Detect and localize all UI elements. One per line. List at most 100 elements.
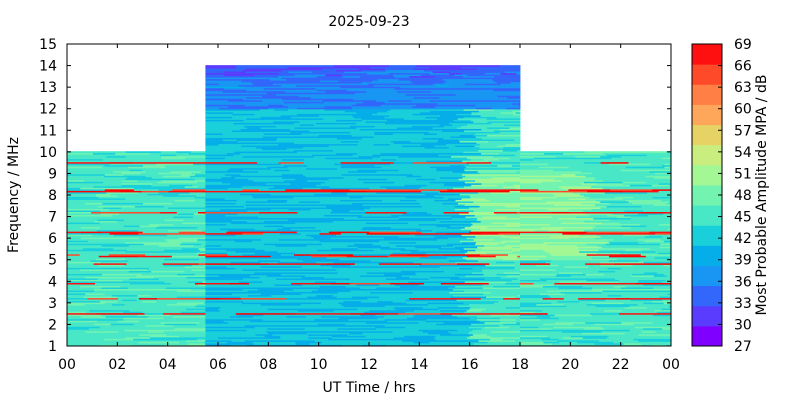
heatmap-cell	[640, 223, 660, 226]
heatmap-cell	[469, 195, 504, 197]
heatmap-cell	[390, 226, 433, 229]
heatmap-cell	[503, 146, 521, 149]
heatmap-cell	[630, 226, 651, 229]
heatmap-cell	[435, 344, 457, 347]
heatmap-cell	[436, 238, 475, 241]
heatmap-cell	[667, 222, 672, 225]
heatmap-cell	[412, 113, 426, 116]
heatmap-cell	[405, 264, 420, 267]
heatmap-cell	[592, 226, 632, 229]
heatmap-cell	[164, 268, 193, 271]
colorbar-segment	[692, 104, 722, 126]
heatmap-cell	[343, 217, 368, 220]
heatmap-cell	[387, 250, 412, 253]
heatmap-cell	[500, 276, 521, 279]
heatmap-cell	[99, 167, 127, 170]
heatmap-cell	[595, 306, 609, 309]
colorbar-frame	[691, 43, 723, 347]
heatmap-cell	[326, 225, 354, 228]
heatmap-cell	[288, 262, 328, 265]
heatmap-cell	[443, 196, 471, 199]
heatmap-cell	[284, 181, 326, 184]
heatmap-cell	[366, 312, 385, 315]
heatmap-cell	[264, 335, 281, 338]
heatmap-cell	[321, 202, 353, 205]
heatmap-cell	[242, 284, 275, 286]
heatmap-cell	[205, 300, 244, 303]
heatmap-cell	[466, 105, 485, 108]
heatmap-cell	[655, 232, 672, 235]
heatmap-cell	[357, 308, 396, 311]
heatmap-cell	[502, 258, 521, 261]
heatmap-cell	[355, 267, 375, 270]
heatmap-cell	[598, 300, 618, 303]
heatmap-cell	[319, 299, 344, 302]
heatmap-cell	[341, 182, 376, 185]
heatmap-cell	[482, 284, 521, 286]
heatmap-cell	[219, 273, 249, 276]
heatmap-cell	[279, 232, 302, 235]
heatmap-cell	[369, 116, 385, 119]
heatmap-cell	[552, 210, 584, 213]
heatmap-cell	[472, 223, 506, 226]
heatmap-cell	[653, 305, 670, 308]
heatmap-cell	[406, 77, 448, 80]
heatmap-cell	[397, 90, 432, 93]
heatmap-cell	[335, 152, 358, 155]
heatmap-cell	[545, 191, 574, 194]
heatmap-cell	[395, 158, 413, 161]
heatmap-cell	[176, 151, 192, 154]
heatmap-cell	[167, 229, 203, 232]
heatmap-cell	[400, 86, 443, 89]
heatmap-cell	[412, 81, 445, 84]
heatmap-cell	[497, 95, 521, 98]
heatmap-cell	[117, 341, 140, 344]
heatmap-cell	[262, 258, 298, 261]
heatmap-cell	[535, 300, 558, 303]
heatmap-cell	[564, 265, 589, 268]
heatmap-cell	[421, 175, 451, 178]
heatmap-cell	[539, 258, 581, 261]
heatmap-cell	[490, 294, 519, 297]
heatmap-cell	[275, 205, 314, 208]
heatmap-cell	[606, 336, 634, 339]
heatmap-cell	[67, 321, 102, 324]
heatmap-cell	[442, 202, 459, 205]
heatmap-cell	[219, 333, 256, 336]
heatmap-cell	[366, 190, 404, 193]
heatmap-cell	[113, 240, 128, 243]
heatmap-cell	[244, 244, 276, 247]
heatmap-cell	[259, 75, 279, 78]
heatmap-cell	[67, 216, 98, 219]
heatmap-cell	[205, 77, 241, 80]
heatmap-cell	[205, 210, 248, 213]
heatmap-cell	[228, 105, 248, 108]
heatmap-cell	[392, 131, 430, 134]
heatmap-cell	[205, 217, 247, 220]
heatmap-cell	[333, 65, 371, 68]
heatmap-cell	[382, 342, 397, 345]
heatmap-cell	[520, 258, 540, 261]
heatmap-cell	[411, 158, 432, 161]
heatmap-cell	[393, 306, 424, 309]
heatmap-cell	[429, 89, 472, 92]
heatmap-cell	[339, 95, 362, 98]
heatmap-cell	[336, 268, 370, 271]
heatmap-cell	[462, 176, 493, 179]
heatmap-cell	[93, 291, 126, 294]
heatmap-cell	[226, 341, 253, 344]
heatmap-cell	[484, 72, 502, 75]
heatmap-cell	[391, 134, 425, 137]
heatmap-cell	[260, 293, 302, 296]
heatmap-cell	[356, 336, 395, 339]
heatmap-cell	[284, 338, 302, 341]
heatmap-cell	[348, 293, 370, 296]
heatmap-cell	[386, 187, 420, 190]
heatmap-cell	[264, 249, 285, 252]
heatmap-cell	[568, 188, 611, 191]
heatmap-cell	[337, 270, 353, 273]
heatmap-cell	[443, 125, 462, 128]
heatmap-cell	[361, 149, 402, 152]
heatmap-cell	[615, 308, 644, 311]
heatmap-cell	[238, 332, 269, 335]
